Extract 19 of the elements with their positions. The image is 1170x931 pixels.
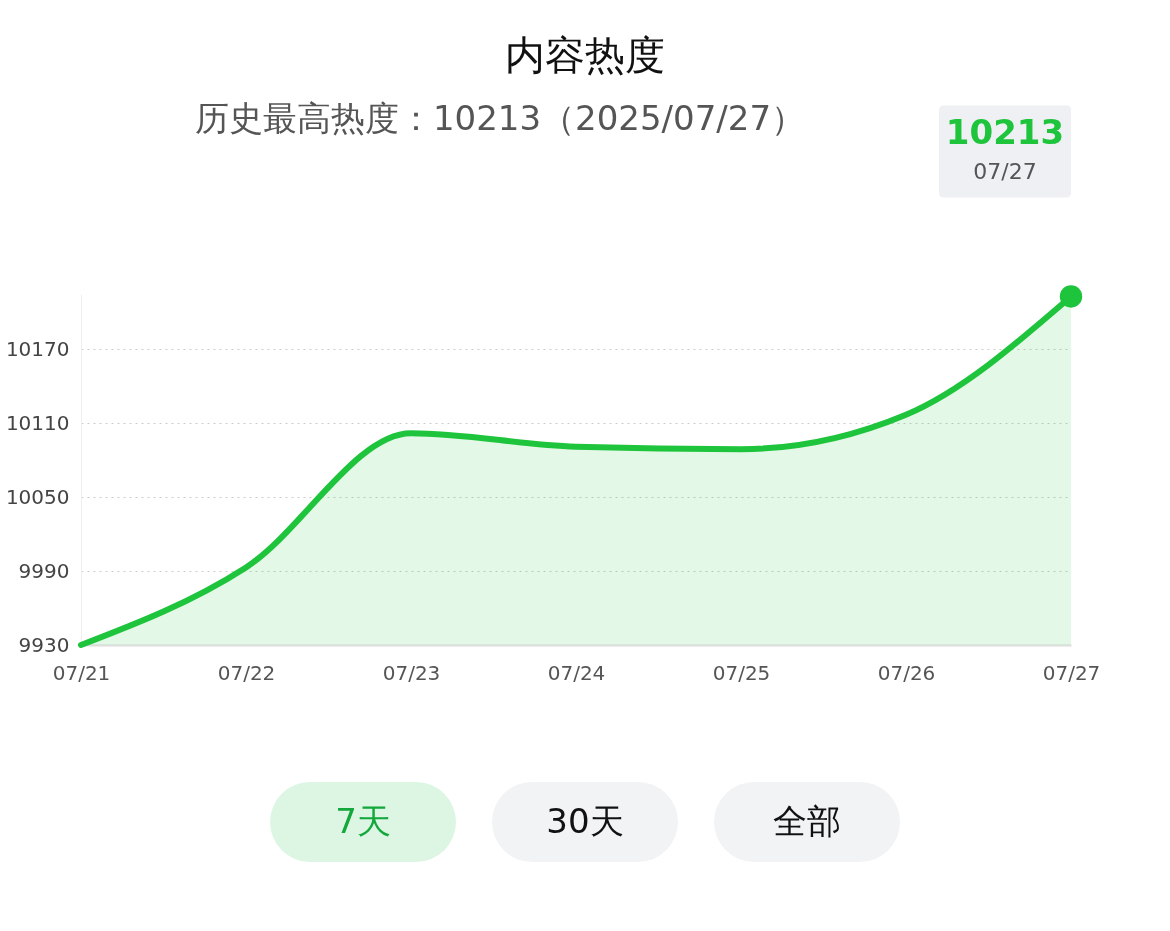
text: 全部: [714, 782, 900, 862]
x-tick-label: 07/25: [712, 660, 771, 685]
y-tick-label: 9990: [18, 558, 70, 583]
text: 30天: [492, 782, 678, 862]
x-tick-label: 07/27: [1042, 660, 1101, 685]
y-tick-label: 10050: [5, 484, 70, 509]
x-tick-label: 07/23: [382, 660, 441, 685]
x-tick-label: 07/26: [877, 660, 936, 685]
text: 10213: [945, 112, 1065, 153]
y-tick-label: 9930: [18, 632, 70, 657]
text: 7天: [270, 782, 456, 862]
chart-subtitle: 历史最高热度：10213（2025/07/27）: [194, 98, 806, 138]
text: 07/27: [973, 159, 1037, 185]
x-tick-label: 07/24: [547, 660, 606, 685]
x-tick-label: 07/21: [52, 660, 111, 685]
y-tick-label: 10110: [5, 410, 70, 435]
chart-title: 内容热度: [504, 31, 666, 80]
y-tick-label: 10170: [5, 336, 70, 361]
x-tick-label: 07/22: [217, 660, 276, 685]
